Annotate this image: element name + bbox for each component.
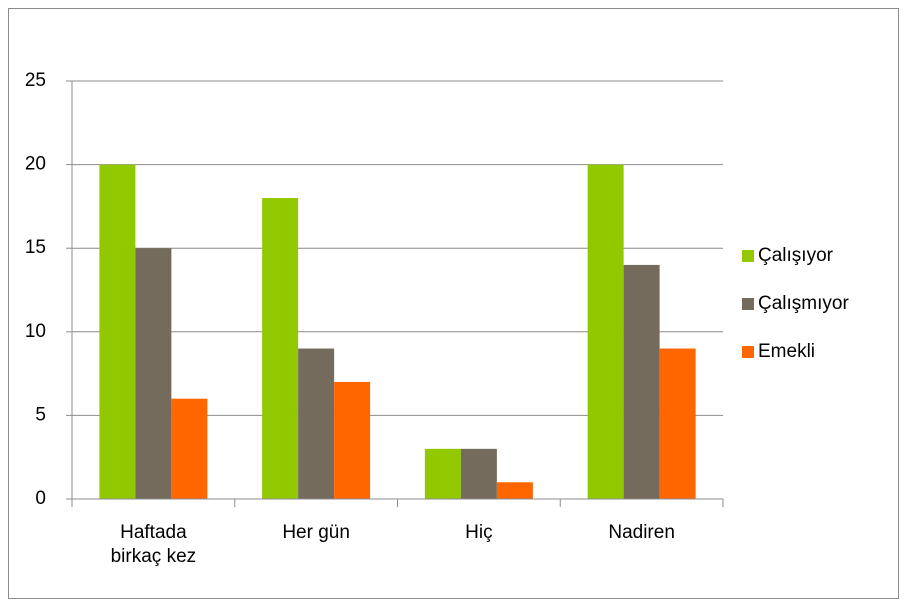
bar (587, 164, 624, 499)
bar (659, 348, 696, 499)
x-tick-label: Nadiren (608, 522, 675, 543)
bar (623, 264, 660, 499)
bar (424, 448, 461, 499)
legend-swatch (742, 250, 754, 262)
y-tick-label: 0 (35, 488, 46, 509)
bar (298, 348, 335, 499)
legend-swatch (742, 346, 754, 358)
bar (460, 448, 497, 499)
y-tick-label: 5 (35, 404, 46, 425)
bar (135, 248, 172, 499)
bar (262, 198, 299, 500)
x-tick-label: Her gün (282, 522, 350, 543)
legend-label: Emekli (758, 341, 815, 362)
y-tick-label: 15 (25, 237, 46, 258)
legend-swatch (742, 298, 754, 310)
x-tick-label: Haftada birkaç kez (110, 522, 197, 567)
y-tick-label: 10 (25, 321, 46, 342)
bar (99, 164, 136, 499)
x-tick-label: Hiç (465, 522, 493, 543)
y-tick-label: 20 (25, 154, 46, 175)
y-tick-label: 25 (25, 70, 46, 91)
bar (334, 381, 371, 499)
bar (171, 398, 208, 499)
bar (496, 482, 533, 499)
legend-label: Çalışıyor (758, 245, 834, 266)
legend-label: Çalışmıyor (758, 293, 849, 314)
